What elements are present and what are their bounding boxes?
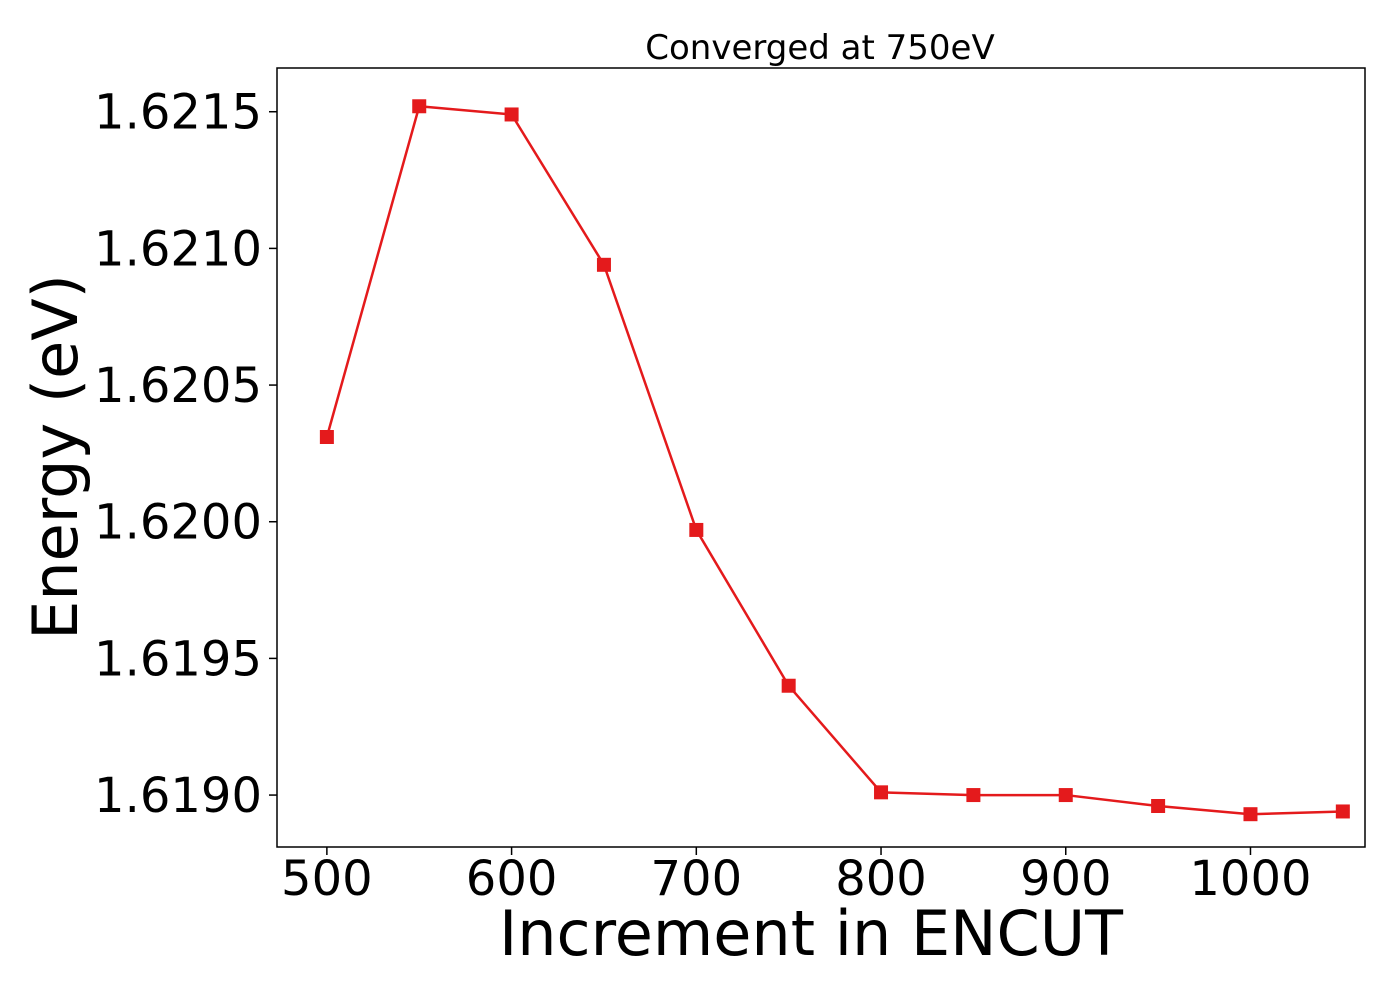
- x-tick-label: 700: [651, 851, 743, 907]
- y-tick-label: 1.6190: [94, 768, 262, 824]
- plot-frame: [276, 67, 1366, 848]
- y-tick-label: 1.6200: [94, 495, 262, 551]
- x-tick-label: 500: [281, 851, 373, 907]
- data-point: [1335, 804, 1350, 819]
- data-point: [781, 678, 796, 693]
- x-tick-label: 800: [835, 851, 927, 907]
- y-tick-label: 1.6205: [94, 358, 262, 414]
- series-line: [325, 105, 1343, 816]
- series-layer: [319, 99, 1350, 822]
- data-point: [596, 257, 611, 272]
- y-axis-label: Energy (eV): [19, 274, 92, 640]
- data-point: [319, 430, 334, 444]
- chart-title: Converged at 750eV: [645, 28, 994, 68]
- x-axis: 500 600 700 800 900 1000: [281, 847, 1312, 907]
- x-axis-label: Increment in ENCUT: [499, 897, 1124, 970]
- data-point: [504, 107, 519, 122]
- data-point: [1243, 807, 1258, 822]
- data-point: [689, 522, 704, 537]
- x-tick-label: 1000: [1189, 851, 1311, 907]
- y-axis: 1.6190 1.6195 1.6200 1.6205 1.6210 1.6215: [94, 85, 277, 824]
- y-tick-label: 1.6215: [94, 85, 262, 141]
- y-tick-label: 1.6210: [94, 221, 262, 277]
- x-tick-label: 600: [466, 851, 558, 907]
- data-point: [966, 788, 981, 803]
- data-point: [1058, 788, 1073, 803]
- y-tick-label: 1.6195: [94, 631, 262, 687]
- data-point: [412, 99, 427, 114]
- data-point: [1151, 799, 1166, 813]
- x-tick-label: 900: [1020, 851, 1112, 907]
- data-point: [874, 785, 889, 800]
